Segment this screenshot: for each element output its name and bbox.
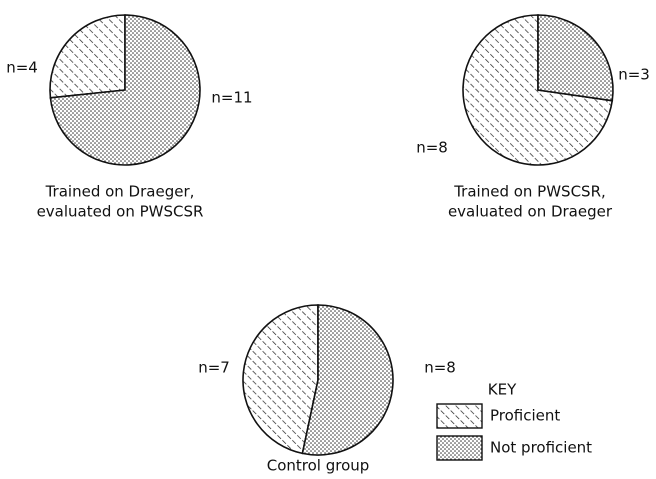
chart-caption: Trained on Draeger, <box>45 183 195 201</box>
pie-slice <box>537 14 614 102</box>
pie-slice <box>242 304 319 455</box>
legend-swatch <box>436 435 483 461</box>
pie-slice <box>49 14 201 166</box>
value-label: n=8 <box>424 359 456 377</box>
pie-slice <box>301 304 394 456</box>
legend-swatch <box>436 403 483 429</box>
value-label: n=4 <box>6 59 38 77</box>
value-label: n=8 <box>416 139 448 157</box>
value-label: n=3 <box>618 66 650 84</box>
value-label: n=7 <box>198 359 230 377</box>
chart-caption: evaluated on PWSCSR <box>37 203 204 221</box>
chart-caption: Trained on PWSCSR, <box>453 183 606 201</box>
pie-slice <box>49 14 126 99</box>
value-label: n=11 <box>211 89 252 107</box>
chart-caption: Control group <box>267 457 370 475</box>
legend-label: Proficient <box>490 407 560 425</box>
legend-title: KEY <box>488 381 517 399</box>
chart-caption: evaluated on Draeger <box>448 203 613 221</box>
legend-label: Not proficient <box>490 439 592 457</box>
